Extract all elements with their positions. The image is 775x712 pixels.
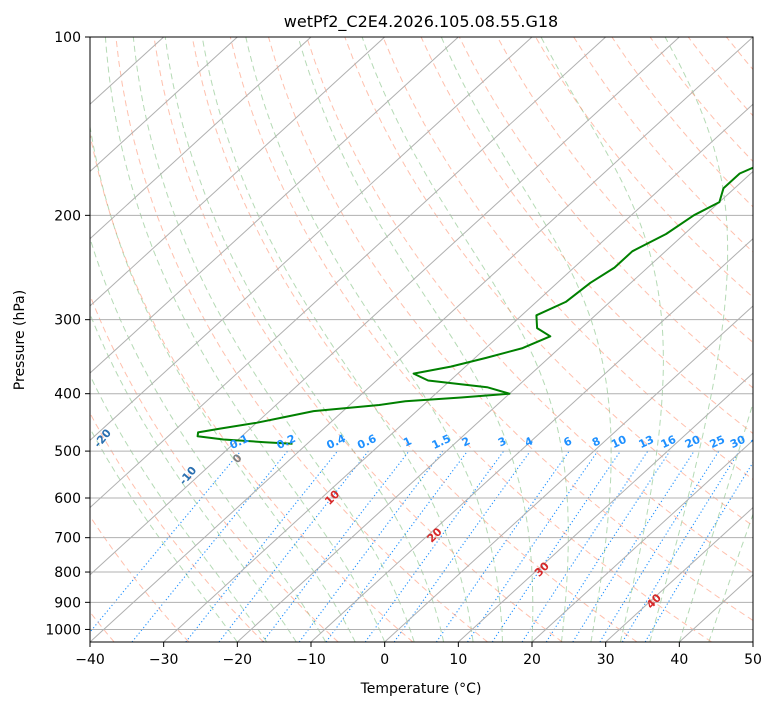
x-tick-label: −10 (296, 652, 326, 668)
y-tick-label: 700 (54, 531, 81, 547)
x-tick-label: 50 (744, 652, 762, 668)
x-tick-label: 10 (449, 652, 467, 668)
chart-title: wetPf2_C2E4.2026.105.08.55.G18 (284, 12, 558, 32)
x-tick-label: 40 (670, 652, 688, 668)
y-tick-label: 500 (54, 444, 81, 460)
x-axis-label: Temperature (°C) (360, 681, 482, 697)
y-tick-label: 600 (54, 491, 81, 507)
x-tick-label: −20 (223, 652, 253, 668)
y-axis-label: Pressure (hPa) (12, 290, 28, 390)
y-tick-label: 300 (54, 313, 81, 329)
y-tick-label: 200 (54, 208, 81, 224)
y-tick-label: 900 (54, 595, 81, 611)
x-tick-label: 30 (597, 652, 615, 668)
x-tick-label: 0 (380, 652, 389, 668)
x-tick-label: −30 (149, 652, 179, 668)
y-tick-label: 400 (54, 387, 81, 403)
x-tick-label: −40 (75, 652, 105, 668)
y-tick-label: 1000 (45, 622, 81, 638)
x-tick-label: 20 (523, 652, 541, 668)
y-tick-label: 800 (54, 565, 81, 581)
y-tick-label: 100 (54, 30, 81, 46)
